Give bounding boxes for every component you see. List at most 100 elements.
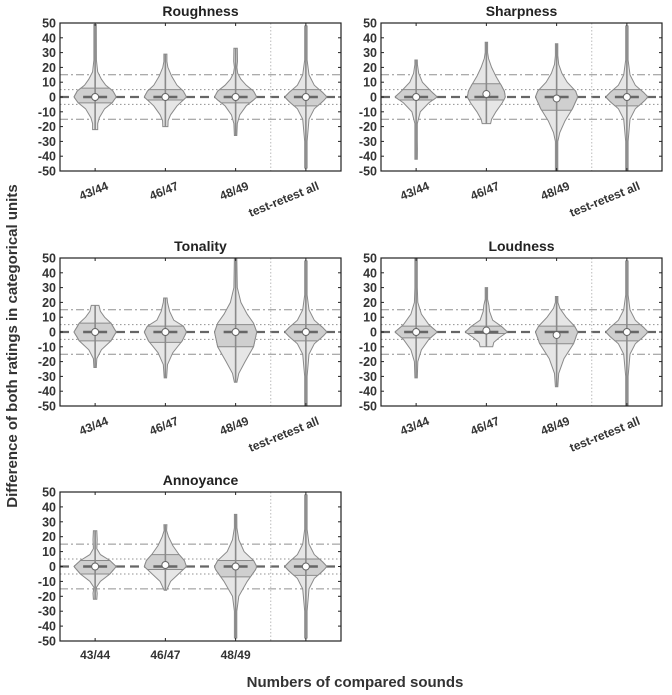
y-tick-label: -50 (38, 400, 56, 414)
y-tick-label: 40 (42, 31, 56, 45)
y-tick-label: 50 (363, 17, 377, 31)
x-tick-label: test-retest all (567, 179, 642, 220)
violin (464, 287, 509, 348)
violin (605, 260, 649, 407)
violin-median-point (622, 328, 631, 336)
violin (143, 53, 188, 128)
y-tick-label: 20 (42, 530, 56, 544)
violin (213, 47, 258, 136)
x-tick-label: 46/47 (147, 414, 180, 438)
y-tick-label: -20 (38, 355, 56, 369)
violin-median-point (231, 562, 240, 571)
plot-frame (59, 257, 342, 407)
y-tick-label: 40 (363, 31, 377, 45)
violin-median-point (91, 562, 100, 571)
violin-median-point (161, 561, 170, 570)
y-tick-label: 20 (42, 61, 56, 75)
y-tick-label: -30 (38, 605, 56, 619)
y-tick-label: -40 (38, 620, 56, 634)
y-tick-label: 30 (42, 46, 56, 60)
violin (73, 24, 117, 131)
violin (284, 494, 328, 639)
y-tick-label: 20 (42, 296, 56, 310)
y-tick-label: -20 (38, 590, 56, 604)
violin (284, 25, 328, 169)
violin-median-point (412, 93, 421, 101)
x-tick-label: 43/44 (398, 414, 431, 438)
plot-frame (59, 491, 342, 642)
violin (284, 260, 328, 407)
plot-frame (59, 22, 342, 172)
y-tick-label: 0 (49, 560, 56, 574)
y-tick-label: 0 (49, 91, 56, 105)
violin (466, 41, 506, 125)
y-tick-label: 50 (363, 252, 377, 266)
y-tick-label: 40 (42, 266, 56, 280)
x-tick-label: 43/44 (77, 179, 110, 203)
y-tick-label: -50 (359, 400, 377, 414)
x-tick-label: test-retest all (246, 179, 321, 220)
violin (394, 59, 438, 160)
y-tick-label: 0 (370, 326, 377, 340)
violin (214, 257, 258, 383)
x-tick-label: 46/47 (147, 179, 180, 203)
violin-median-point (161, 93, 170, 101)
y-tick-label: 30 (42, 515, 56, 529)
y-tick-label: -50 (38, 635, 56, 649)
y-tick-label: -10 (38, 340, 56, 354)
x-tick-label: 46/47 (150, 648, 180, 662)
y-tick-label: -50 (359, 165, 377, 179)
violin-median-point (412, 328, 421, 336)
violin-median-point (552, 330, 561, 339)
y-tick-label: 50 (42, 17, 56, 31)
x-axis-label: Numbers of compared sounds (247, 674, 464, 691)
y-tick-label: -30 (38, 370, 56, 384)
violin-median-point (482, 326, 491, 335)
y-tick-label: -30 (38, 135, 56, 149)
y-tick-label: -40 (38, 385, 56, 399)
y-tick-label: 30 (363, 46, 377, 60)
y-tick-label: -30 (359, 370, 377, 384)
y-tick-label: -20 (38, 120, 56, 134)
y-tick-label: -40 (359, 385, 377, 399)
y-tick-label: 20 (363, 296, 377, 310)
x-tick-label: 46/47 (468, 414, 501, 438)
y-tick-label: 10 (42, 76, 56, 90)
x-tick-label: 43/44 (77, 414, 110, 438)
violin-median-point (552, 94, 561, 103)
violin-median-point (231, 93, 240, 101)
y-tick-label: -20 (359, 355, 377, 369)
y-tick-label: 0 (370, 91, 377, 105)
violin-median-point (161, 328, 170, 336)
panel-title: Annoyance (163, 472, 239, 488)
x-tick-label: 48/49 (218, 414, 251, 438)
y-tick-label: 50 (42, 486, 56, 500)
panel-title: Loudness (488, 238, 554, 254)
y-tick-label: -50 (38, 165, 56, 179)
violin (605, 25, 649, 172)
y-tick-label: 10 (363, 311, 377, 325)
y-tick-label: -10 (359, 340, 377, 354)
violin (214, 513, 258, 639)
violin (143, 297, 187, 379)
x-tick-label: test-retest all (567, 414, 642, 455)
x-tick-label: 48/49 (218, 179, 251, 203)
y-tick-label: -10 (359, 105, 377, 119)
violin-median-point (231, 328, 240, 336)
x-tick-label: 43/44 (80, 648, 110, 662)
y-tick-label: 20 (363, 61, 377, 75)
y-tick-label: 10 (42, 545, 56, 559)
y-tick-label: 10 (363, 76, 377, 90)
y-tick-label: -40 (359, 150, 377, 164)
violin (534, 296, 579, 388)
violin (73, 530, 117, 600)
violin-median-point (482, 90, 491, 99)
violin (143, 524, 187, 591)
y-tick-label: 0 (49, 326, 56, 340)
y-tick-label: 30 (363, 281, 377, 295)
